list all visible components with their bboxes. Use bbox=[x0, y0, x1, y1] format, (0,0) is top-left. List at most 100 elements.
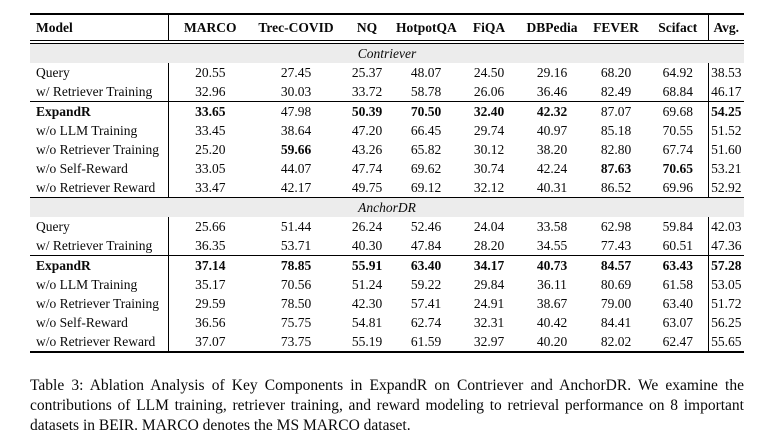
metric-cell: 34.55 bbox=[536, 237, 568, 253]
metric-cell: 62.74 bbox=[410, 314, 442, 330]
results-table: Model MARCO Trec-COVID NQ HotpotQA FiQA DBPedi… bbox=[30, 13, 744, 353]
metric-cell: 40.31 bbox=[536, 179, 568, 195]
metric-cell: 55.65 bbox=[707, 332, 744, 352]
row-label: ExpandR bbox=[30, 101, 169, 121]
metric-cell: 56.25 bbox=[707, 313, 744, 332]
metric-cell: 63.43 bbox=[648, 255, 708, 275]
metric-cell: 44.07 bbox=[280, 160, 312, 176]
metric-cell: 38.53 bbox=[707, 63, 744, 82]
table-row-query: Query 25.66 51.44 26.24 52.46 24.04 33.58 62.98… bbox=[30, 217, 744, 236]
metric-cell: 59.84 bbox=[662, 218, 693, 234]
header-row: Model MARCO Trec-COVID NQ HotpotQA FiQA DBPedi… bbox=[30, 14, 744, 44]
metric-cell: 68.20 bbox=[600, 64, 632, 80]
metric-cell: 52.92 bbox=[707, 178, 744, 198]
metric-cell: 82.49 bbox=[600, 83, 632, 99]
metric-cell: 61.58 bbox=[662, 276, 693, 292]
metric-cell: 73.75 bbox=[280, 333, 312, 349]
table-row-w-o-llm-training: w/o LLM Training 35.17 70.56 51.24 59.22 29.8… bbox=[30, 275, 744, 294]
metric-cell: 28.20 bbox=[473, 237, 505, 253]
metric-cell: 63.40 bbox=[394, 255, 458, 275]
section-band-row: Contriever bbox=[30, 42, 744, 63]
column-header-dbpedia: DBPedia bbox=[520, 14, 584, 44]
metric-cell: 29.84 bbox=[473, 276, 505, 292]
metric-cell: 20.55 bbox=[195, 64, 226, 80]
metric-cell: 40.30 bbox=[351, 237, 383, 253]
row-label: w/o Retriever Reward bbox=[30, 178, 169, 198]
metric-cell: 42.24 bbox=[536, 160, 568, 176]
metric-cell: 25.20 bbox=[195, 141, 226, 157]
metric-cell: 33.65 bbox=[168, 101, 252, 121]
column-header-hotpotqa: HotpotQA bbox=[394, 14, 458, 44]
metric-cell: 42.17 bbox=[280, 179, 312, 195]
metric-cell: 53.21 bbox=[707, 159, 744, 178]
metric-cell: 40.73 bbox=[520, 255, 584, 275]
metric-cell: 53.05 bbox=[707, 275, 744, 294]
metric-cell: 38.64 bbox=[280, 122, 312, 138]
table-row-w-retriever-training: w/ Retriever Training 32.96 30.03 33.72 58.7… bbox=[30, 82, 744, 102]
column-header-avg: Avg. bbox=[707, 14, 744, 44]
metric-cell: 46.17 bbox=[707, 82, 744, 102]
metric-cell: 48.07 bbox=[410, 64, 442, 80]
metric-cell: 40.20 bbox=[536, 333, 568, 349]
column-header-fiqa: FiQA bbox=[458, 14, 520, 44]
metric-cell: 37.14 bbox=[168, 255, 252, 275]
metric-cell: 26.06 bbox=[473, 83, 505, 99]
metric-cell: 54.81 bbox=[351, 314, 383, 330]
metric-cell: 87.63 bbox=[600, 160, 632, 176]
metric-cell: 25.37 bbox=[351, 64, 383, 80]
table-row-w-o-retriever-reward: w/o Retriever Reward 37.07 73.75 55.19 61.59… bbox=[30, 332, 744, 352]
metric-cell: 55.19 bbox=[351, 333, 383, 349]
metric-cell: 63.07 bbox=[662, 314, 693, 330]
metric-cell: 78.50 bbox=[280, 295, 312, 311]
table-row-w-o-retriever-training: w/o Retriever Training 25.20 59.66 43.26 65.… bbox=[30, 140, 744, 159]
row-label: w/o LLM Training bbox=[30, 275, 169, 294]
metric-cell: 69.68 bbox=[648, 101, 708, 121]
metric-cell: 80.69 bbox=[600, 276, 632, 292]
table-row-query: Query 20.55 27.45 25.37 48.07 24.50 29.16 68.20… bbox=[30, 63, 744, 82]
metric-cell: 77.43 bbox=[600, 237, 632, 253]
metric-cell: 35.17 bbox=[195, 276, 226, 292]
metric-cell: 40.42 bbox=[536, 314, 568, 330]
metric-cell: 42.30 bbox=[351, 295, 383, 311]
row-label: w/o Retriever Training bbox=[30, 140, 169, 159]
metric-cell: 79.00 bbox=[600, 295, 632, 311]
row-label: w/o Self-Reward bbox=[30, 159, 169, 178]
metric-cell: 34.17 bbox=[458, 255, 520, 275]
metric-cell: 32.97 bbox=[473, 333, 505, 349]
metric-cell: 66.45 bbox=[410, 122, 442, 138]
metric-cell: 64.92 bbox=[662, 64, 693, 80]
metric-cell: 38.20 bbox=[536, 141, 568, 157]
metric-cell: 51.60 bbox=[707, 140, 744, 159]
row-label: w/o Self-Reward bbox=[30, 313, 169, 332]
metric-cell: 70.56 bbox=[280, 276, 312, 292]
metric-cell: 40.97 bbox=[536, 122, 568, 138]
column-header-model: Model bbox=[30, 14, 169, 44]
metric-cell: 69.96 bbox=[662, 179, 693, 195]
column-header-nq: NQ bbox=[340, 14, 394, 44]
metric-cell: 53.71 bbox=[280, 237, 312, 253]
metric-cell: 32.31 bbox=[473, 314, 505, 330]
metric-cell: 47.74 bbox=[351, 160, 383, 176]
table-row-w-o-retriever-reward: w/o Retriever Reward 33.47 42.17 49.75 69.12… bbox=[30, 178, 744, 198]
metric-cell: 36.35 bbox=[195, 237, 226, 253]
metric-cell: 84.41 bbox=[600, 314, 632, 330]
metric-cell: 38.67 bbox=[536, 295, 568, 311]
metric-cell: 70.50 bbox=[394, 101, 458, 121]
metric-cell: 47.20 bbox=[351, 122, 383, 138]
metric-cell: 82.02 bbox=[600, 333, 632, 349]
metric-cell: 33.58 bbox=[536, 218, 568, 234]
metric-cell: 55.91 bbox=[340, 255, 394, 275]
row-label: w/o Retriever Reward bbox=[30, 332, 169, 352]
metric-cell: 61.59 bbox=[410, 333, 442, 349]
metric-cell: 42.03 bbox=[707, 217, 744, 236]
row-label: w/o Retriever Training bbox=[30, 294, 169, 313]
row-label: ExpandR bbox=[30, 255, 169, 275]
metric-cell: 30.03 bbox=[280, 83, 312, 99]
metric-cell: 78.85 bbox=[252, 255, 340, 275]
metric-cell: 69.62 bbox=[410, 160, 442, 176]
metric-cell: 75.75 bbox=[280, 314, 312, 330]
row-label: w/ Retriever Training bbox=[30, 82, 169, 102]
table-row-w-o-llm-training: w/o LLM Training 33.45 38.64 47.20 66.45 29.7… bbox=[30, 121, 744, 140]
metric-cell: 84.57 bbox=[584, 255, 648, 275]
